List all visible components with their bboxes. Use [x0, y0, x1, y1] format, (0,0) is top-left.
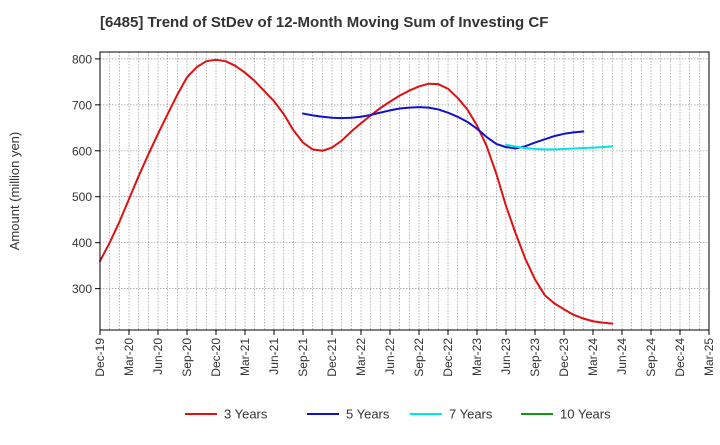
legend-label: 7 Years [449, 407, 493, 422]
series-line-7-years [505, 143, 614, 151]
x-tick-label: Jun-22 [383, 338, 397, 375]
x-tick-labels: Dec-19 Mar-20 Jun-20 Sep-20 Dec-20 Mar-21 Jun-… [93, 330, 716, 377]
legend-label: 5 Years [346, 407, 390, 422]
legend: 3 Years 5 Years 7 Years 10 Years [185, 407, 611, 422]
y-tick-label: 400 [72, 236, 92, 250]
x-tick-label: Sep-20 [180, 338, 194, 377]
series-line-5-years [302, 106, 585, 150]
grid-lines [99, 52, 710, 330]
y-tick-label: 700 [72, 98, 92, 112]
y-tick-labels: 300 400 500 600 700 800 [72, 52, 100, 296]
series-lines [99, 58, 614, 325]
x-tick-label: Mar-24 [586, 338, 600, 376]
plot-frame [99, 51, 710, 331]
x-tick-label: Dec-21 [325, 338, 339, 377]
x-tick-label: Mar-25 [702, 338, 716, 376]
x-tick-label: Dec-24 [673, 338, 687, 377]
y-tick-label: 600 [72, 144, 92, 158]
x-tick-label: Dec-19 [93, 338, 107, 377]
x-tick-label: Sep-22 [412, 338, 426, 377]
x-tick-label: Sep-23 [528, 338, 542, 377]
series-line-3-years [99, 58, 614, 325]
x-tick-label: Jun-20 [151, 338, 165, 375]
y-tick-label: 800 [72, 52, 92, 66]
x-tick-label: Dec-22 [441, 338, 455, 377]
x-tick-label: Jun-24 [615, 338, 629, 375]
x-tick-label: Mar-22 [354, 338, 368, 376]
x-tick-label: Sep-21 [296, 338, 310, 377]
x-tick-label: Jun-23 [499, 338, 513, 375]
x-tick-label: Dec-20 [209, 338, 223, 377]
y-tick-label: 500 [72, 190, 92, 204]
x-tick-label: Jun-21 [267, 338, 281, 375]
x-tick-label: Sep-24 [644, 338, 658, 377]
legend-label: 3 Years [224, 407, 268, 422]
chart-title: [6485] Trend of StDev of 12-Month Moving… [100, 14, 548, 31]
legend-label: 10 Years [560, 407, 611, 422]
x-tick-label: Mar-20 [122, 338, 136, 376]
x-tick-label: Mar-21 [238, 338, 252, 376]
x-tick-label: Dec-23 [557, 338, 571, 377]
y-axis-label: Amount (million yen) [7, 132, 22, 251]
y-tick-label: 300 [72, 282, 92, 296]
x-tick-label: Mar-23 [470, 338, 484, 376]
